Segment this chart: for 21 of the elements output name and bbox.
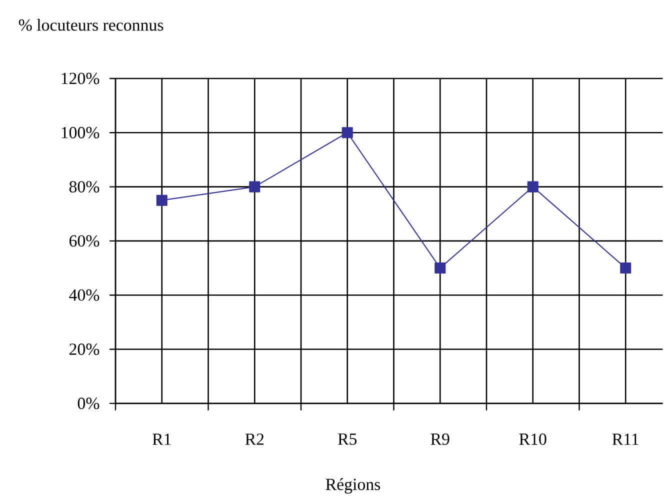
x-tick-label: R2 (245, 434, 264, 445)
point (249, 181, 260, 192)
y-tick-label: 120% (62, 72, 100, 84)
y-tick-label: 20% (70, 344, 100, 356)
y-axis-title: % locuteurs reconnus (18, 18, 164, 31)
point (620, 262, 632, 274)
x-tick-label: R11 (612, 434, 638, 445)
x-tick-label: R1 (152, 434, 171, 445)
point (527, 181, 538, 192)
point (434, 262, 446, 274)
x-tick-label: R9 (430, 434, 450, 445)
y-tick-label: 60% (70, 235, 100, 247)
y-tick-label: 0% (78, 398, 100, 410)
x-tick-label: R5 (338, 434, 357, 445)
y-tick-label: 100% (62, 127, 100, 138)
x-axis-title: Régions (326, 478, 380, 494)
point (342, 127, 353, 138)
x-tick-label: R10 (519, 434, 546, 445)
point (156, 194, 168, 206)
y-tick-label: 80% (69, 181, 100, 193)
y-tick-label: 40% (69, 289, 100, 301)
